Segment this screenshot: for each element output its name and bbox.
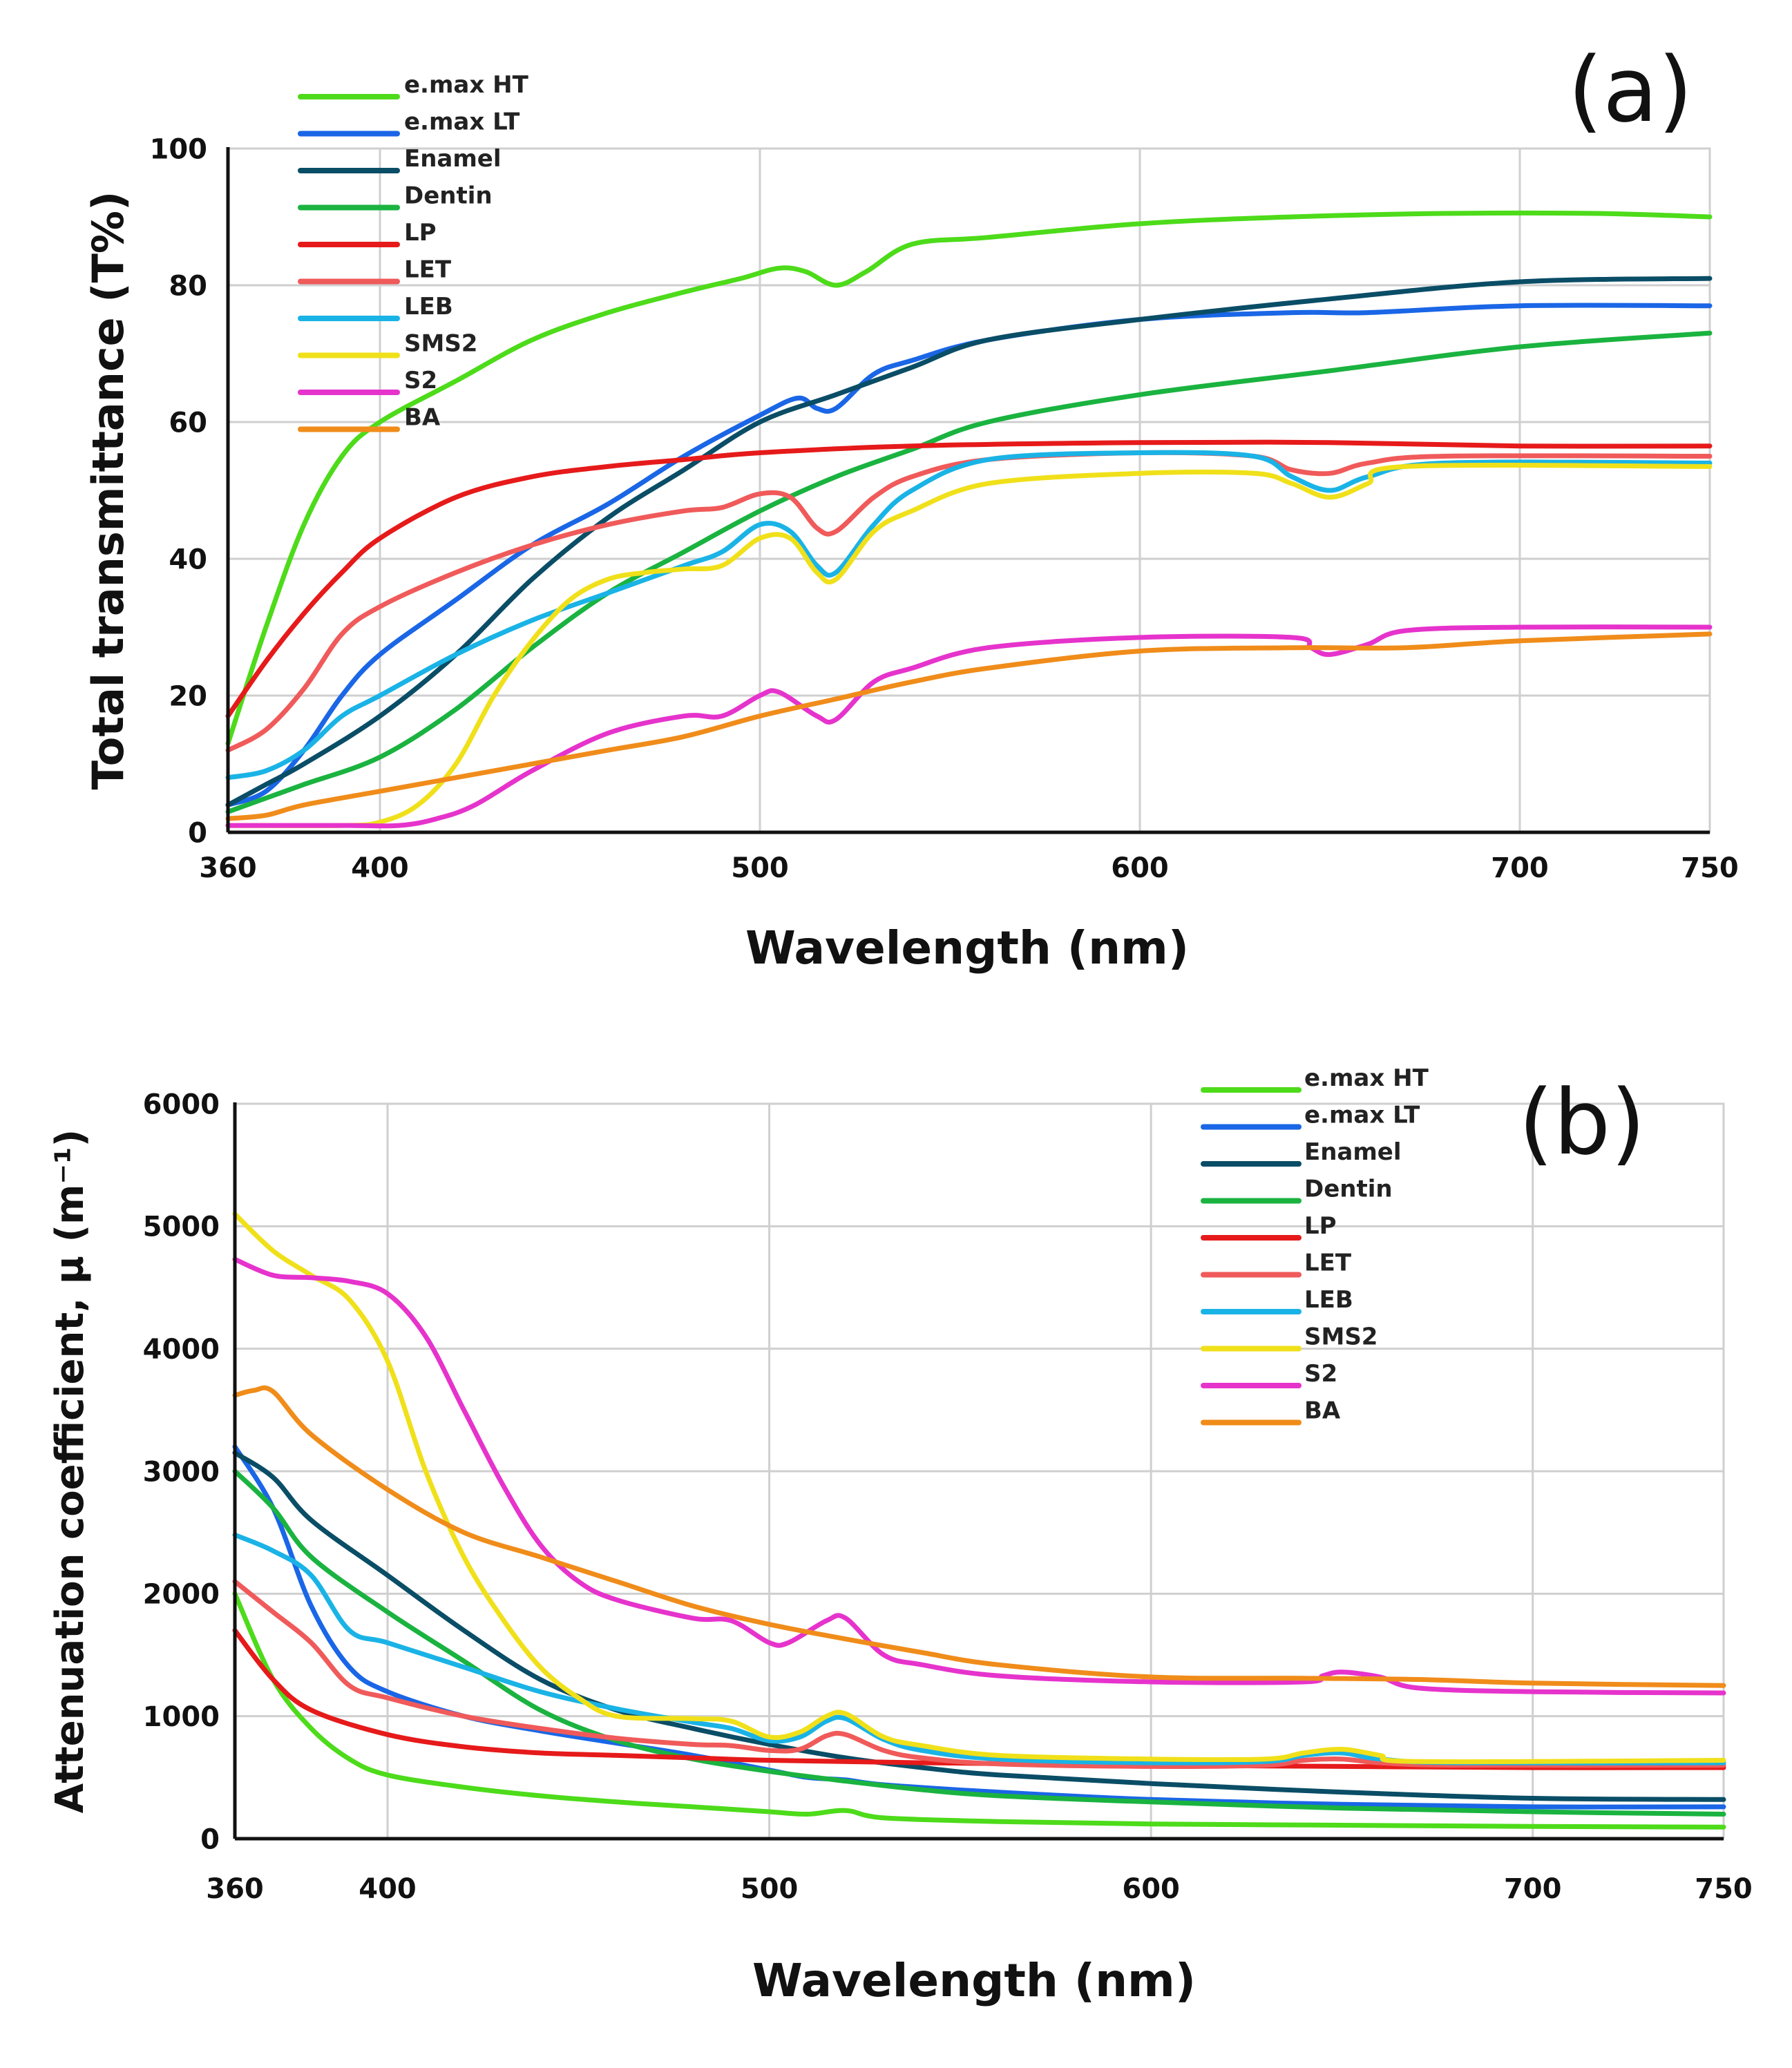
legend-label: Enamel: [1304, 1138, 1402, 1166]
series-line-let: [232, 1579, 1726, 1769]
series-line-e-max-lt: [225, 303, 1713, 807]
legend-item: e.max HT: [298, 71, 529, 99]
legend-label: SMS2: [1304, 1323, 1378, 1351]
legend-item: S2: [298, 367, 437, 395]
legend: e.max HT e.max LT Enamel Dentin LP LET LEB SMS2…: [1201, 1064, 1429, 1426]
y-tick-label: 0: [200, 1823, 220, 1855]
series-line-ba: [225, 631, 1713, 821]
legend-item: LET: [298, 256, 452, 285]
y-tick-label: 4000: [143, 1334, 220, 1366]
legend-label: Enamel: [404, 145, 502, 173]
series-line-leb: [225, 450, 1713, 781]
legend-label: BA: [1304, 1397, 1341, 1425]
x-tick-label: 360: [206, 1873, 264, 1905]
series-line-enamel: [225, 276, 1713, 807]
chart-panel-b: 0 1000 2000 3000 4000 5000 6000 360 400 500 600 700…: [48, 1064, 1753, 2007]
x-tick-label: 750: [1695, 1873, 1753, 1905]
y-tick-label: 2000: [143, 1579, 220, 1611]
y-tick-label: 100: [150, 133, 208, 165]
legend-item: LP: [1201, 1212, 1337, 1241]
series-line-e-max-ht: [225, 210, 1713, 746]
legend-label: Dentin: [404, 182, 493, 210]
y-tick-label: 60: [169, 407, 207, 439]
series-line-e-max-ht: [232, 1591, 1726, 1830]
legend-item: LEB: [1201, 1286, 1353, 1314]
legend-label: S2: [404, 367, 437, 394]
x-axis-title: Wavelength (nm): [752, 1954, 1196, 2007]
legend-label: LEB: [404, 293, 453, 320]
legend-item: SMS2: [298, 330, 477, 358]
y-tick-label: 5000: [143, 1212, 220, 1243]
x-tick-label: 500: [741, 1873, 799, 1905]
legend-item: e.max LT: [1201, 1102, 1420, 1130]
x-tick-label: 600: [1111, 852, 1169, 884]
legend-item: LEB: [298, 293, 453, 321]
series-line-sms2: [232, 1212, 1726, 1765]
legend-label: LP: [404, 219, 437, 247]
x-tick-label: 500: [731, 852, 789, 884]
legend-label: e.max LT: [1304, 1102, 1420, 1129]
chart-panel-a: 0 20 40 60 80 100 360 400 500 600 700 750 Wavelength…: [83, 37, 1739, 975]
legend-label: LEB: [1304, 1286, 1353, 1314]
legend-item: S2: [1201, 1360, 1337, 1388]
series-line-lp: [232, 1628, 1726, 1770]
series-line-let: [225, 450, 1713, 753]
legend-item: Enamel: [1201, 1138, 1402, 1167]
y-tick-label: 3000: [143, 1456, 220, 1488]
panel-label: (b): [1518, 1070, 1646, 1175]
x-tick-label: 750: [1681, 852, 1739, 884]
y-tick-label: 0: [188, 817, 207, 849]
series-line-ba: [232, 1385, 1726, 1688]
legend-item: BA: [1201, 1397, 1341, 1426]
legend-item: Enamel: [298, 145, 502, 173]
y-tick-label: 80: [169, 270, 207, 302]
legend-label: S2: [1304, 1360, 1337, 1388]
series-line-leb: [232, 1532, 1726, 1765]
legend-item: BA: [298, 404, 441, 432]
legend-item: SMS2: [1201, 1323, 1378, 1352]
series-line-dentin: [232, 1468, 1726, 1817]
x-tick-label: 600: [1122, 1873, 1180, 1905]
legend-label: e.max HT: [404, 71, 529, 99]
legend: e.max HT e.max LT Enamel Dentin LP LET LEB SMS2…: [298, 71, 529, 432]
series-line-s2: [232, 1256, 1726, 1696]
legend-label: BA: [404, 404, 441, 432]
panel-label: (a): [1567, 37, 1693, 142]
y-axis-title: Attenuation coefficient, µ (m⁻¹): [48, 1129, 93, 1813]
x-tick-label: 360: [199, 852, 257, 884]
y-axis-title: Total transmittance (T%): [83, 191, 133, 790]
legend-label: LET: [404, 256, 452, 284]
y-tick-label: 1000: [143, 1701, 220, 1733]
series-line-s2: [225, 624, 1713, 829]
legend-label: Dentin: [1304, 1176, 1393, 1203]
plot-frame: [227, 147, 1711, 834]
x-tick-label: 400: [351, 852, 409, 884]
legend-label: LP: [1304, 1212, 1337, 1240]
x-axis-title: Wavelength (nm): [745, 921, 1189, 975]
legend-label: e.max HT: [1304, 1064, 1429, 1092]
y-tick-label: 6000: [143, 1089, 220, 1120]
legend-item: e.max LT: [298, 108, 520, 137]
legend-item: e.max HT: [1201, 1064, 1429, 1093]
x-tick-label: 400: [359, 1873, 417, 1905]
legend-item: Dentin: [298, 182, 493, 211]
legend-item: LET: [1201, 1250, 1352, 1278]
legend-item: LP: [298, 219, 437, 247]
x-tick-label: 700: [1504, 1873, 1562, 1905]
legend-label: SMS2: [404, 330, 477, 358]
y-tick-label: 40: [169, 544, 207, 575]
legend-label: e.max LT: [404, 108, 520, 136]
series-line-sms2: [225, 463, 1713, 828]
series-line-lp: [225, 439, 1713, 719]
legend-item: Dentin: [1201, 1176, 1393, 1204]
y-tick-label: 20: [169, 680, 207, 712]
x-tick-label: 700: [1491, 852, 1549, 884]
legend-label: LET: [1304, 1250, 1352, 1277]
